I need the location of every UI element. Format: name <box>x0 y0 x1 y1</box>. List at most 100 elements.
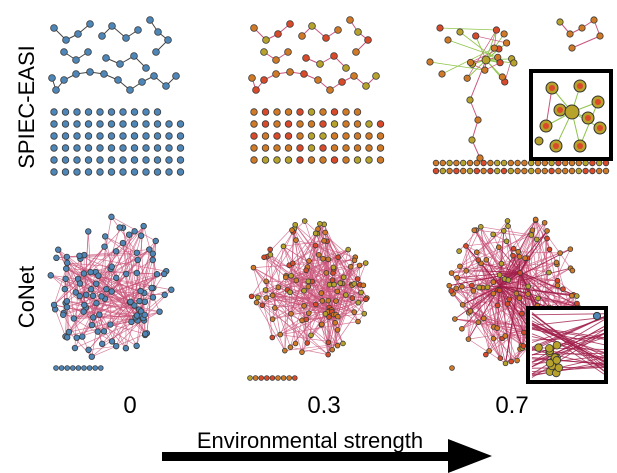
network-node <box>62 275 69 283</box>
network-edge <box>465 245 501 287</box>
network-node <box>466 96 474 104</box>
network-node <box>272 70 280 78</box>
network-node <box>446 159 453 167</box>
network-node <box>351 257 358 264</box>
network-node <box>506 296 513 303</box>
network-node <box>353 120 362 128</box>
network-node <box>490 44 498 52</box>
network-node <box>502 39 511 47</box>
network-node <box>548 167 555 175</box>
network-node <box>522 255 528 261</box>
network-edge <box>257 249 349 298</box>
network-node <box>85 228 92 235</box>
network-node <box>496 287 503 294</box>
network-node <box>122 345 130 352</box>
axis-label-environmental-strength: Environmental strength <box>196 428 424 453</box>
network-node <box>490 335 497 342</box>
network-node <box>492 26 501 34</box>
network-node <box>93 300 100 307</box>
network-node <box>296 132 304 140</box>
network-node <box>466 167 474 175</box>
inset-node-core <box>557 107 563 113</box>
network-node <box>50 168 58 176</box>
network-node <box>301 218 308 224</box>
network-node <box>452 316 458 322</box>
network-node <box>354 276 361 282</box>
network-node <box>330 108 339 116</box>
network-node <box>119 239 127 247</box>
network-node <box>498 260 505 267</box>
network-node <box>340 274 347 281</box>
network-edge <box>462 285 501 306</box>
network-node <box>93 280 100 287</box>
network-node <box>316 60 324 68</box>
network-node <box>562 167 569 175</box>
network-node <box>345 246 351 253</box>
network-node <box>319 298 326 304</box>
network-edge <box>499 285 529 295</box>
network-node <box>84 48 92 56</box>
network-node <box>448 288 454 294</box>
network-node <box>560 286 566 292</box>
network-node <box>149 256 156 264</box>
network-edge <box>499 285 525 333</box>
network-node <box>275 375 281 381</box>
network-node <box>52 86 60 94</box>
network-node <box>490 279 497 285</box>
network-node <box>165 156 173 164</box>
network-spiec-easi-0.7 <box>426 16 610 175</box>
network-node <box>487 167 494 175</box>
network-node <box>476 284 482 291</box>
network-spiec-easi-0.3 <box>248 16 385 164</box>
network-node <box>263 278 270 285</box>
network-edge <box>475 35 507 44</box>
network-node <box>80 270 88 277</box>
network-node <box>162 82 170 90</box>
network-node <box>263 375 270 381</box>
network-node <box>471 227 478 234</box>
network-node <box>153 132 162 140</box>
network-node <box>494 325 500 331</box>
network-edge <box>499 285 532 332</box>
network-node <box>84 168 93 176</box>
network-node <box>296 156 304 164</box>
network-node <box>308 332 314 339</box>
network-node <box>119 120 127 128</box>
network-node <box>81 365 87 371</box>
network-node <box>365 132 373 140</box>
network-node <box>96 132 104 140</box>
network-node <box>505 223 511 229</box>
network-node <box>107 108 116 116</box>
inset-edge <box>531 326 605 367</box>
network-node <box>528 167 535 175</box>
network-node <box>553 259 560 266</box>
network-node <box>449 365 455 371</box>
network-node <box>355 318 361 325</box>
network-node <box>250 144 258 152</box>
network-node <box>532 216 539 223</box>
network-node <box>365 144 373 152</box>
network-node <box>319 120 327 128</box>
network-edge <box>280 321 359 335</box>
network-node <box>53 254 60 262</box>
network-node <box>73 168 81 176</box>
network-node <box>164 36 172 44</box>
network-node <box>342 64 350 72</box>
inset-edge <box>531 355 605 365</box>
network-node <box>364 36 372 44</box>
network-edge <box>499 285 572 297</box>
network-node <box>165 120 173 128</box>
network-node <box>575 167 582 175</box>
network-edge <box>265 289 332 311</box>
network-edge <box>450 234 494 292</box>
network-node <box>516 253 523 260</box>
network-node <box>457 263 463 270</box>
network-node <box>260 48 268 56</box>
network-node <box>284 108 293 116</box>
network-node <box>519 310 525 317</box>
inset-spiec-easi-0.7 <box>529 69 613 161</box>
network-edge <box>65 302 137 347</box>
network-edge <box>111 291 165 296</box>
network-node <box>334 26 342 34</box>
